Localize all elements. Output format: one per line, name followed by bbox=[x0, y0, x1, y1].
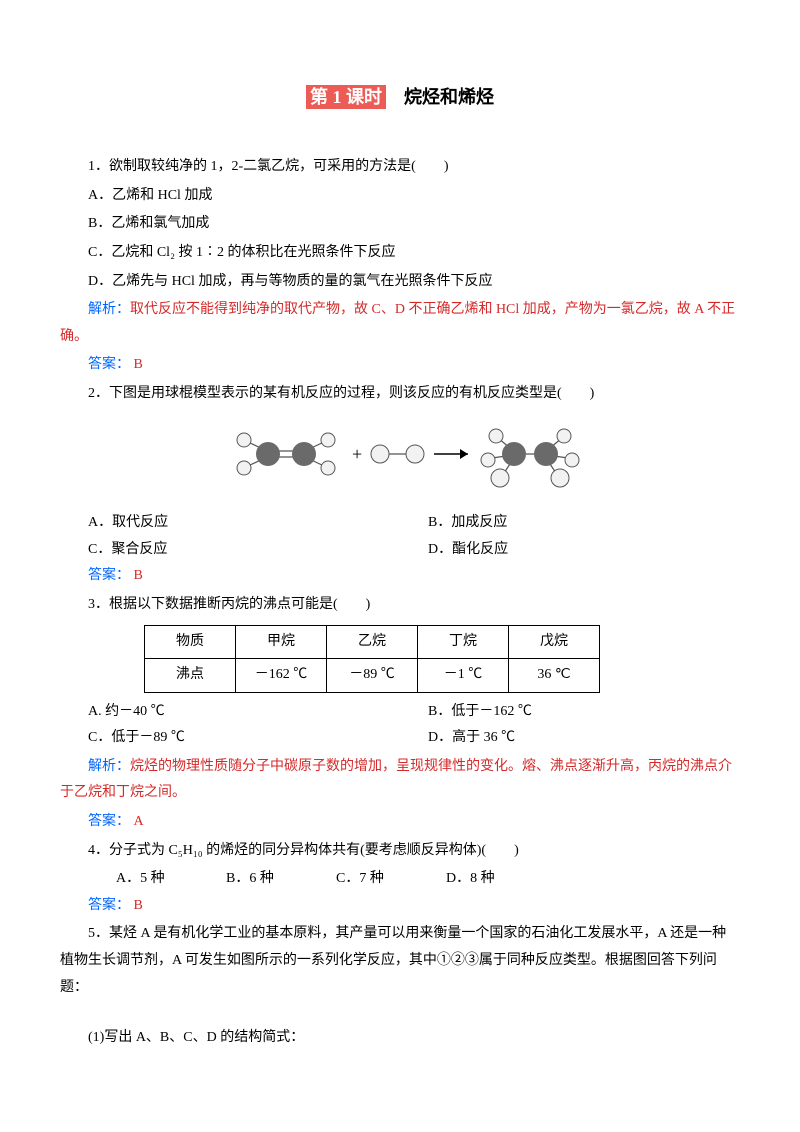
q4-ans: B bbox=[130, 898, 143, 913]
q5-sub1: (1)写出 A、B、C、D 的结构简式： bbox=[60, 1025, 740, 1052]
q3-expl: 烷烃的物理性质随分子中碳原子数的增加，呈现规律性的变化。熔、沸点逐渐升高，丙烷的… bbox=[60, 759, 732, 801]
q3-optC: C．低于－89 ℃ bbox=[60, 725, 400, 752]
q2-diagram: + bbox=[60, 418, 740, 501]
svg-text:+: + bbox=[352, 444, 362, 464]
q3-optD: D．高于 36 ℃ bbox=[400, 725, 740, 752]
q1-optC: C．乙烷和 Cl₂ 按 1∶2 的体积比在光照条件下反应 bbox=[60, 240, 740, 267]
table-cell: 戊烷 bbox=[509, 625, 600, 659]
q2-stem: 2．下图是用球棍模型表示的某有机反应的过程，则该反应的有机反应类型是( ) bbox=[60, 381, 740, 408]
q1-stem: 1．欲制取较纯净的 1，2-二氯乙烷，可采用的方法是( ) bbox=[60, 154, 740, 181]
q3-optA: A. 约－40 ℃ bbox=[60, 699, 400, 726]
q1-ans: B bbox=[130, 357, 143, 372]
q3-optB: B．低于－162 ℃ bbox=[400, 699, 740, 726]
title-rest: 烷烃和烯烃 bbox=[386, 87, 494, 107]
q4-optB: B．6 种 bbox=[198, 866, 308, 893]
q3-expl-label: 解析： bbox=[88, 759, 130, 774]
q1-optD: D．乙烯先与 HCl 加成，再与等物质的量的氯气在光照条件下反应 bbox=[60, 269, 740, 296]
table-cell: 沸点 bbox=[145, 659, 236, 693]
q3-stem: 3．根据以下数据推断丙烷的沸点可能是( ) bbox=[60, 592, 740, 619]
table-cell: 甲烷 bbox=[236, 625, 327, 659]
q4-stem: 4．分子式为 C₅H₁₀ 的烯烃的同分异构体共有(要考虑顺反异构体)( ) bbox=[60, 838, 740, 865]
q3-ans-label: 答案： bbox=[88, 814, 130, 829]
q3-ans: A bbox=[130, 814, 144, 829]
q1-ans-label: 答案： bbox=[88, 357, 130, 372]
q1-expl: 取代反应不能得到纯净的取代产物，故 C、D 不正确乙烯和 HCl 加成，产物为一… bbox=[60, 302, 735, 344]
title-highlight: 第 1 课时 bbox=[306, 85, 386, 109]
q4-ans-label: 答案： bbox=[88, 898, 130, 913]
table-cell: －89 ℃ bbox=[327, 659, 418, 693]
q4-optD: D．8 种 bbox=[418, 866, 528, 893]
q4-optC: C．7 种 bbox=[308, 866, 418, 893]
q2-optD: D．酯化反应 bbox=[400, 537, 740, 564]
table-cell: －162 ℃ bbox=[236, 659, 327, 693]
q2-optA: A．取代反应 bbox=[60, 510, 400, 537]
q5-stem: 5．某烃 A 是有机化学工业的基本原料，其产量可以用来衡量一个国家的石油化工发展… bbox=[60, 921, 740, 1001]
q4-optA: A．5 种 bbox=[88, 866, 198, 893]
q2-ans-label: 答案： bbox=[88, 568, 130, 583]
table-cell: 36 ℃ bbox=[509, 659, 600, 693]
q1-optB: B．乙烯和氯气加成 bbox=[60, 211, 740, 238]
q2-ans: B bbox=[130, 568, 143, 583]
q2-optB: B．加成反应 bbox=[400, 510, 740, 537]
table-cell: 物质 bbox=[145, 625, 236, 659]
q2-optC: C．聚合反应 bbox=[60, 537, 400, 564]
q1-optA: A．乙烯和 HCl 加成 bbox=[60, 183, 740, 210]
q3-table: 物质 甲烷 乙烷 丁烷 戊烷 沸点 －162 ℃ －89 ℃ －1 ℃ 36 ℃ bbox=[144, 625, 600, 693]
table-cell: 乙烷 bbox=[327, 625, 418, 659]
table-cell: 丁烷 bbox=[418, 625, 509, 659]
table-cell: －1 ℃ bbox=[418, 659, 509, 693]
q1-expl-label: 解析： bbox=[88, 302, 130, 317]
